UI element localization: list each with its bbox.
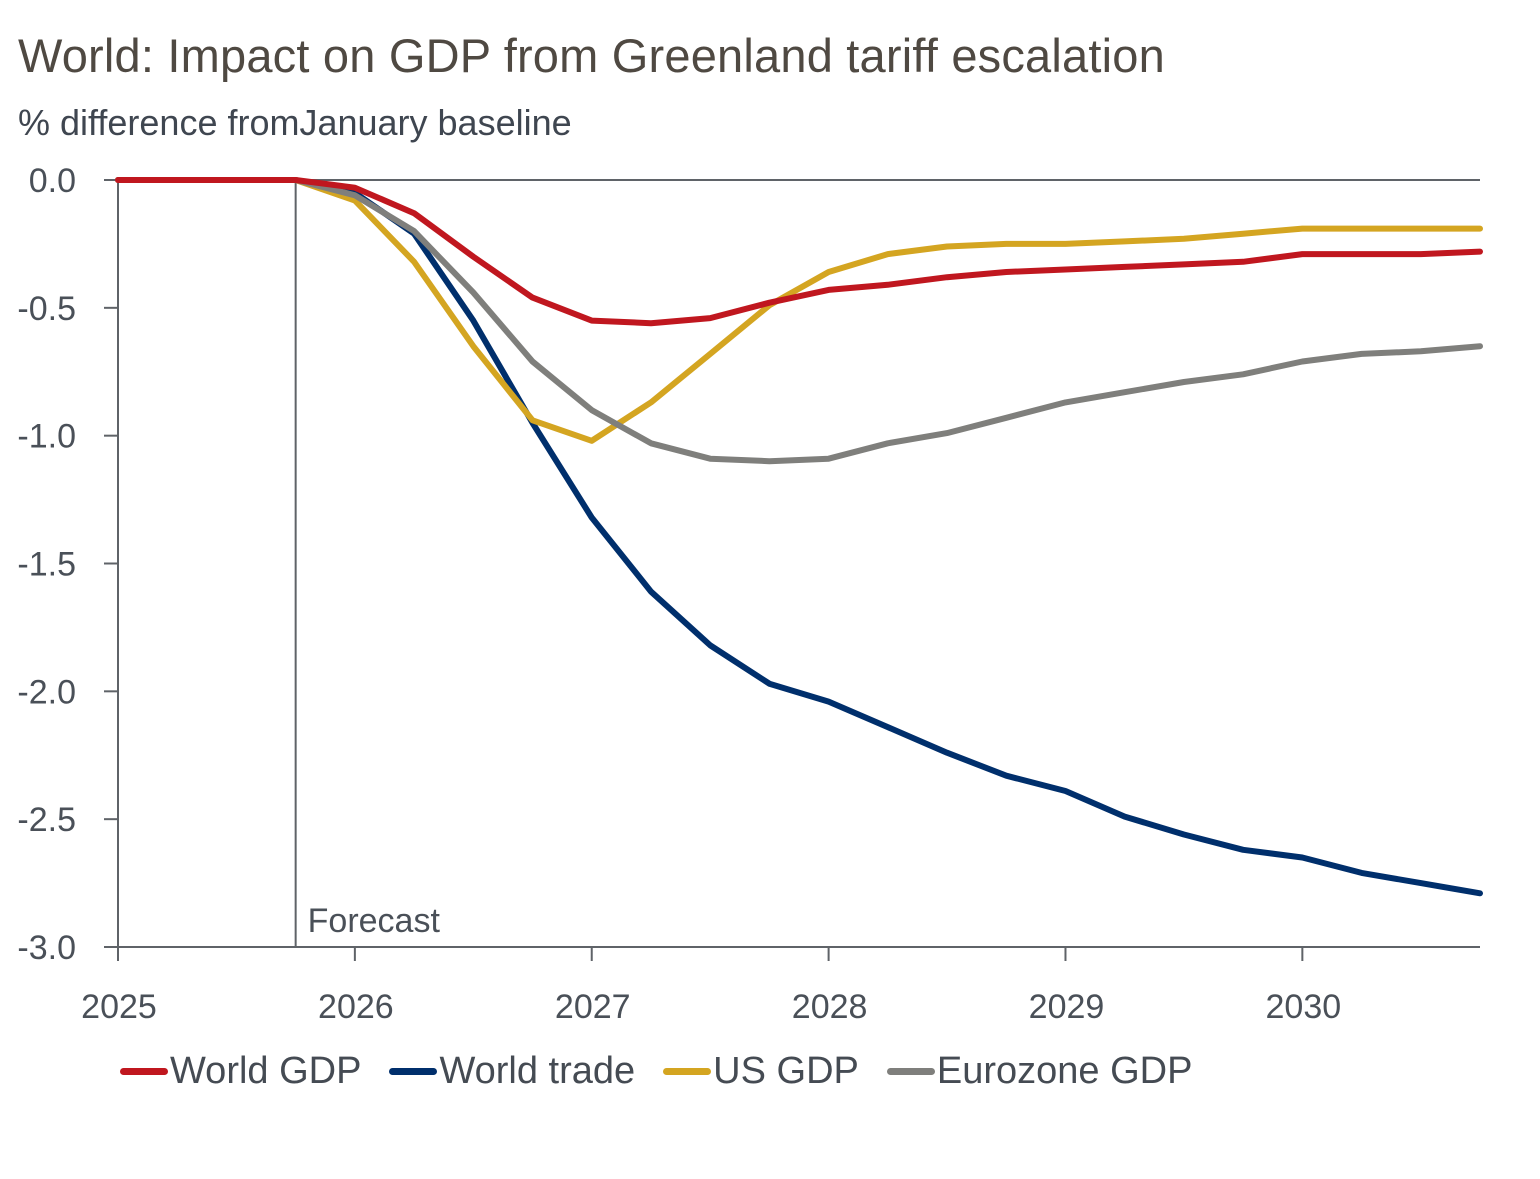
legend-item-world-gdp: World GDP	[120, 1050, 361, 1093]
y-tick-label: 0.0	[29, 162, 76, 200]
chart-title: World: Impact on GDP from Greenland tari…	[18, 29, 1165, 82]
series-lines	[115, 177, 1483, 897]
x-tick-label: 2027	[555, 988, 631, 1026]
forecast-label: Forecast	[308, 902, 441, 940]
x-tick-label: 2029	[1029, 988, 1105, 1026]
legend-swatch	[886, 1068, 935, 1075]
legend-label: Eurozone GDP	[936, 1050, 1193, 1092]
legend-item-us-gdp: US GDP	[663, 1050, 859, 1093]
x-tick-label: 2028	[792, 988, 868, 1026]
legend-swatch	[389, 1068, 438, 1075]
legend-label: World trade	[439, 1050, 636, 1092]
legend-item-world-trade: World trade	[389, 1050, 635, 1093]
series-line-eurozone-gdp	[115, 177, 1483, 465]
series-line-world-gdp	[115, 177, 1483, 327]
y-tick-label: -2.0	[17, 673, 76, 711]
legend-swatch	[120, 1068, 168, 1075]
chart-subtitle: % difference fromJanuary baseline	[18, 102, 572, 143]
y-tick-label: -0.5	[17, 290, 76, 328]
legend: World GDP World trade US GDP Eurozone GDP	[120, 1050, 1220, 1093]
y-tick-label: -1.5	[17, 546, 76, 584]
x-tick-label: 2026	[318, 988, 394, 1026]
legend-item-eurozone-gdp: Eurozone GDP	[886, 1050, 1193, 1093]
y-tick-label: -2.5	[17, 801, 76, 839]
y-tick-label: -3.0	[17, 929, 76, 967]
y-tick-label: -1.0	[17, 418, 76, 456]
axes	[104, 179, 1480, 961]
legend-swatch	[663, 1068, 712, 1075]
x-tick-label: 2030	[1266, 988, 1342, 1026]
x-tick-label: 2025	[81, 988, 157, 1026]
legend-label: US GDP	[713, 1050, 859, 1092]
legend-label: World GDP	[170, 1050, 362, 1092]
series-line-us-gdp	[115, 177, 1483, 444]
